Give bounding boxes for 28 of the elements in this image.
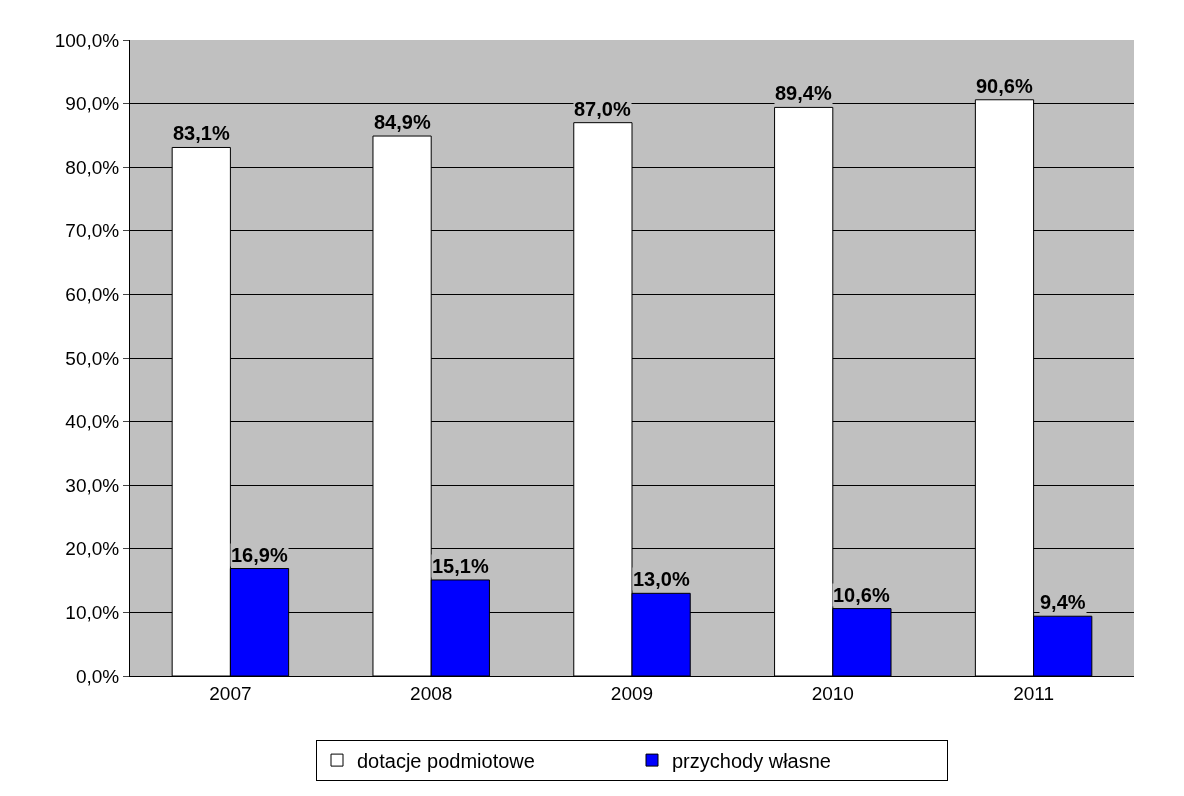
data-label: 16,9% (231, 544, 288, 566)
data-label: 13,0% (633, 568, 690, 590)
data-label: 10,6% (833, 584, 890, 606)
x-tick-label: 2007 (209, 682, 252, 704)
x-tick-label: 2009 (610, 682, 654, 704)
y-tick-label: 90,0% (65, 93, 120, 115)
y-tick-label: 0,0% (75, 665, 120, 687)
y-tick-label: 80,0% (65, 156, 120, 178)
data-label: 15,1% (432, 555, 489, 577)
y-tick-label: 70,0% (65, 220, 120, 242)
y-tick-label: 100,0% (54, 29, 120, 51)
y-tick-label: 20,0% (65, 538, 120, 560)
x-tick-label: 2010 (811, 682, 854, 704)
y-tick-label: 30,0% (65, 474, 120, 496)
y-tick-label: 50,0% (65, 347, 120, 369)
y-tick-label: 60,0% (65, 284, 120, 306)
data-label: 9,4% (1040, 591, 1086, 613)
legend-label: dotacje podmiotowe (357, 749, 535, 772)
data-label: 84,9% (374, 111, 431, 133)
data-label: 83,1% (173, 122, 230, 144)
data-label: 90,6% (976, 75, 1033, 97)
data-label: 87,0% (574, 98, 631, 120)
x-tick-label: 2011 (1013, 682, 1055, 704)
legend-label: przychody własne (672, 749, 831, 772)
data-label: 89,4% (775, 82, 832, 104)
y-tick-label: 40,0% (65, 411, 120, 433)
x-tick-label: 2008 (410, 682, 453, 704)
y-tick-label: 10,0% (65, 602, 120, 624)
